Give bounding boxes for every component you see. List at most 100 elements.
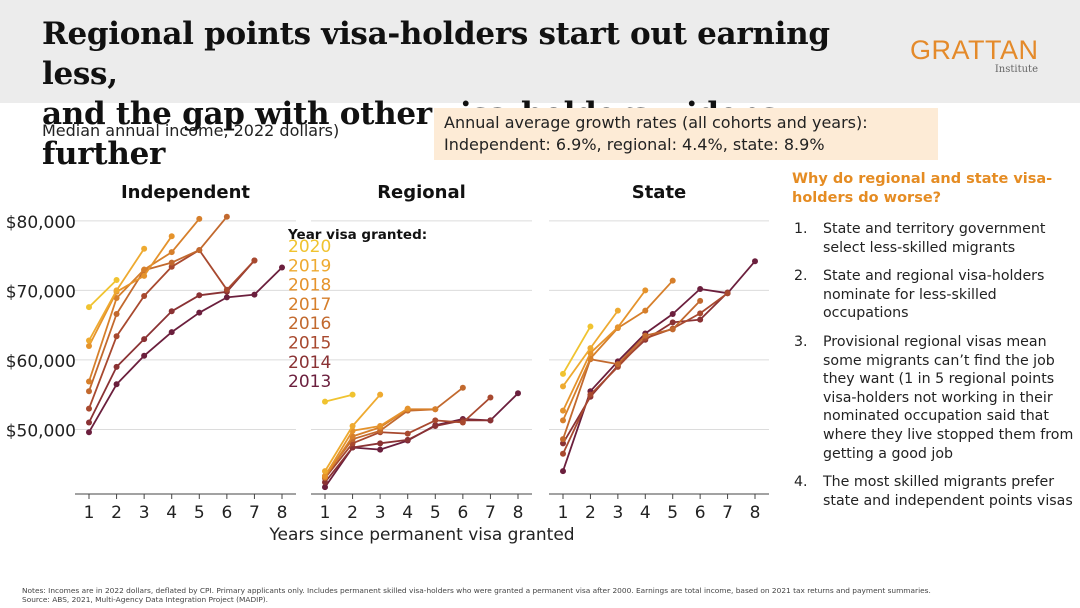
y-tick-label: $70,000 [6, 282, 76, 302]
data-point-2019 [560, 383, 566, 390]
legend-entry-2016: 2016 [288, 314, 331, 334]
data-point-2015 [86, 405, 92, 412]
reason-text: State and territory government select le… [823, 221, 1046, 256]
data-point-2019 [322, 468, 328, 475]
series-line-2013 [562, 260, 756, 472]
page-title: Regional points visa-holders start out e… [42, 14, 882, 174]
data-point-2018 [404, 405, 411, 412]
data-point-2020 [349, 391, 356, 398]
y-tick-label: $80,000 [6, 213, 76, 233]
data-point-2016 [86, 388, 92, 395]
data-point-2014 [113, 363, 120, 370]
data-point-2020 [113, 276, 120, 283]
data-point-2013 [223, 294, 230, 301]
data-point-2015 [141, 292, 148, 299]
data-point-2017 [168, 249, 175, 256]
x-tick-label: 3 [139, 503, 150, 523]
legend-entry-2015: 2015 [288, 334, 331, 354]
data-point-2013 [752, 258, 758, 265]
panel-title: Independent [121, 182, 250, 203]
series-line-2016 [562, 300, 701, 440]
series-line-2018 [88, 235, 173, 347]
data-point-2018 [168, 233, 175, 240]
reason-text: State and regional visa-holders nominate… [823, 268, 1045, 322]
x-axis-label: Years since permanent visa granted [268, 525, 574, 545]
data-point-2019 [377, 391, 384, 398]
reasons-list: 1. State and territory government select … [794, 220, 1076, 520]
x-tick-label: 7 [485, 503, 496, 523]
data-point-2019 [113, 287, 120, 294]
x-tick-label: 6 [695, 503, 706, 523]
data-point-2017 [432, 406, 439, 413]
x-tick-label: 4 [166, 503, 177, 523]
x-tick-label: 5 [430, 503, 441, 523]
data-point-2020 [322, 398, 328, 405]
growth-rates-box: Annual average growth rates (all cohorts… [434, 108, 938, 160]
data-point-2014 [560, 440, 566, 447]
growth-line-1: Annual average growth rates (all cohorts… [444, 113, 868, 132]
source-line: Source: ABS, 2021, Multi-Agency Data Int… [22, 595, 269, 604]
data-point-2016 [697, 297, 704, 304]
data-point-2014 [669, 319, 676, 326]
data-point-2016 [642, 332, 649, 339]
data-point-2014 [377, 440, 384, 447]
data-point-2016 [196, 247, 203, 254]
x-tick-label: 3 [612, 503, 623, 523]
x-tick-label: 1 [320, 503, 331, 523]
reason-item: 3. Provisional regional visas mean some m… [794, 333, 1076, 463]
data-point-2015 [697, 310, 704, 317]
data-point-2018 [642, 287, 649, 294]
reason-text: The most skilled migrants prefer state a… [823, 474, 1073, 509]
data-point-2014 [196, 292, 203, 299]
data-point-2013 [515, 390, 521, 397]
data-point-2013 [669, 311, 676, 318]
data-point-2015 [432, 417, 439, 424]
series-line-2013 [88, 266, 283, 433]
legend-entry-2020: 2020 [288, 237, 331, 257]
x-tick-label: 4 [402, 503, 413, 523]
chart-subtitle: Median annual income, 2022 dollars) [42, 121, 340, 140]
data-point-2013 [86, 429, 92, 436]
data-point-2014 [86, 419, 92, 426]
data-point-2018 [141, 272, 148, 279]
data-point-2018 [322, 473, 328, 480]
data-point-2016 [669, 326, 676, 333]
data-point-2020 [560, 370, 566, 377]
x-tick-label: 2 [347, 503, 358, 523]
data-point-2014 [404, 436, 411, 443]
data-point-2017 [560, 417, 566, 424]
data-point-2015 [168, 263, 175, 270]
data-point-2016 [113, 311, 120, 318]
data-point-2015 [724, 290, 731, 297]
data-point-2013 [196, 309, 203, 316]
series-line-2020 [324, 393, 353, 403]
data-point-2019 [587, 345, 594, 352]
panel-title: State [632, 182, 687, 203]
reason-number: 1. [794, 221, 808, 237]
data-point-2019 [141, 245, 148, 252]
data-point-2015 [459, 419, 466, 426]
reason-number: 3. [794, 333, 808, 350]
data-point-2016 [459, 384, 466, 391]
data-point-2014 [322, 479, 328, 486]
data-point-2013 [697, 286, 704, 293]
reason-text: Provisional regional visas mean some mig… [823, 333, 1074, 462]
sidebar-title: Why do regional and state visa-holders d… [792, 171, 1053, 206]
data-point-2019 [614, 307, 621, 314]
data-point-2018 [86, 343, 92, 350]
grattan-logo: GRATTAN Institute [910, 36, 1040, 76]
legend-entry-2013: 2013 [288, 372, 331, 392]
data-point-2019 [349, 422, 356, 429]
notes-line: Notes: Incomes are in 2022 dollars, defl… [22, 586, 931, 595]
x-tick-label: 8 [277, 503, 288, 523]
x-tick-label: 8 [513, 503, 524, 523]
data-point-2016 [560, 436, 566, 443]
series-line-2018 [562, 289, 647, 412]
reason-item: 4. The most skilled migrants prefer state… [794, 473, 1076, 510]
legend-title: Year visa granted: [287, 227, 427, 243]
data-point-2015 [251, 257, 258, 264]
reason-number: 4. [794, 474, 808, 491]
data-point-2014 [697, 316, 704, 323]
title-line-1: Regional points visa-holders start out e… [42, 16, 830, 92]
data-point-2013 [322, 484, 328, 491]
